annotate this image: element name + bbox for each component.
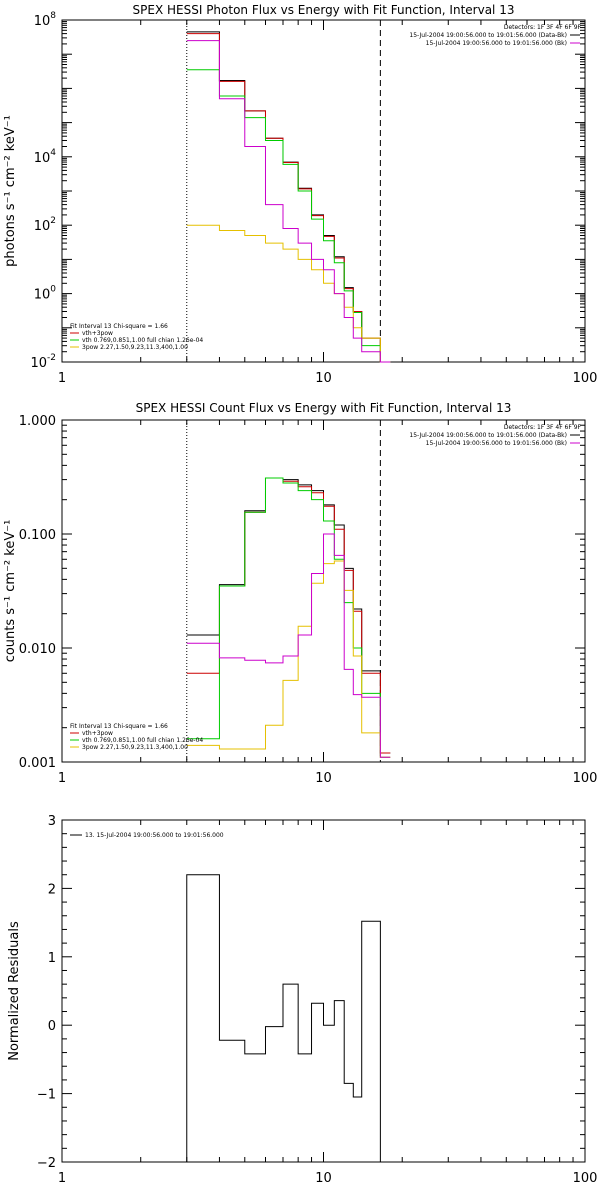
legend-detectors: Detectors: 1F 3F 4F 6F 9F <box>504 24 582 31</box>
legend-fit-interval: Fit Interval 13 Chi-square = 1.66 <box>70 723 168 730</box>
y-tick-base: 10 <box>34 151 51 166</box>
y-tick-label: 100 <box>34 285 57 303</box>
y-tick-label: −2 <box>37 1156 56 1171</box>
chart-title: SPEX HESSI Photon Flux vs Energy with Fi… <box>133 3 515 17</box>
y-axis-label: counts s⁻¹ cm⁻² keV⁻¹ <box>3 520 18 663</box>
series-line-5 <box>186 40 391 363</box>
series-line-1 <box>186 874 381 1162</box>
legend-residuals: 13. 15-Jul-2004 19:00:56.000 to 19:01:56… <box>85 832 224 839</box>
series-line-3 <box>186 69 391 363</box>
y-tick-exponent: 4 <box>50 148 56 158</box>
y-tick-label: 1.000 <box>19 414 56 429</box>
x-tick-label: 1 <box>58 771 66 786</box>
x-tick-label: 10 <box>315 1171 332 1186</box>
y-tick-label: 0 <box>48 1019 56 1034</box>
y-tick-label: −1 <box>37 1088 56 1103</box>
y-axis-label: Normalized Residuals <box>7 921 22 1061</box>
y-tick-exponent: 0 <box>50 285 56 295</box>
y-tick-base: 10 <box>34 288 51 303</box>
x-tick-label: 1 <box>58 371 66 386</box>
x-tick-label: 100 <box>573 1171 598 1186</box>
y-tick-label: 0.010 <box>19 642 56 657</box>
legend-fit-entry-2: vth 0.769,0.851,1.00 full chian 1.26e-04 <box>82 737 203 744</box>
series-line-4 <box>186 560 391 758</box>
y-tick-label: 3 <box>48 814 56 829</box>
legend-fit-entry-1: vth+3pow <box>82 730 113 737</box>
legend-fit-entry-2: vth 0.769,0.851,1.00 full chian 1.26e-04 <box>82 337 203 344</box>
y-tick-label: 2 <box>48 882 56 897</box>
x-tick-label: 10 <box>315 371 332 386</box>
y-tick-label: 108 <box>34 11 57 29</box>
y-tick-label: 1 <box>48 951 56 966</box>
y-tick-label: 0.001 <box>19 756 56 771</box>
y-tick-base: 10 <box>34 219 51 234</box>
legend-fit-entry-3: 3pow 2.27,1.50,9.23,11.3,400,1.00 <box>82 744 188 751</box>
legend-data-bk: 15-Jul-2004 19:00:56.000 to 19:01:56.000… <box>409 432 567 439</box>
x-tick-label: 1 <box>58 1171 66 1186</box>
y-tick-label: 104 <box>34 148 57 166</box>
series-line-4 <box>186 224 391 363</box>
chart-1: SPEX HESSI Photon Flux vs Energy with Fi… <box>3 3 597 386</box>
y-tick-exponent: 2 <box>50 216 56 226</box>
series-line-2 <box>186 33 391 363</box>
chart-2: SPEX HESSI Count Flux vs Energy with Fit… <box>3 401 597 786</box>
x-tick-label: 100 <box>573 771 598 786</box>
y-tick-label: 10-2 <box>30 353 56 371</box>
plot-frame <box>61 19 586 363</box>
plot-frame <box>61 419 586 763</box>
y-tick-exponent: 8 <box>50 11 56 21</box>
legend-bk: 15-Jul-2004 19:00:56.000 to 19:01:56.000… <box>426 40 567 47</box>
y-tick-exponent: -2 <box>47 353 56 363</box>
x-tick-label: 10 <box>315 771 332 786</box>
y-tick-base: 10 <box>30 356 47 371</box>
legend-data-bk: 15-Jul-2004 19:00:56.000 to 19:01:56.000… <box>409 32 567 39</box>
y-tick-base: 10 <box>34 14 51 29</box>
y-tick-label: 0.100 <box>19 528 56 543</box>
chart-title: SPEX HESSI Count Flux vs Energy with Fit… <box>136 401 512 415</box>
legend-fit-interval: Fit Interval 13 Chi-square = 1.66 <box>70 323 168 330</box>
series-line-2 <box>186 477 391 754</box>
series-line-3 <box>186 477 391 758</box>
legend-fit-entry-1: vth+3pow <box>82 330 113 337</box>
series-line-5 <box>186 533 391 758</box>
legend-fit-entry-3: 3pow 2.27,1.50,9.23,11.3,400,1.00 <box>82 344 188 351</box>
legend-bk: 15-Jul-2004 19:00:56.000 to 19:01:56.000… <box>426 440 567 447</box>
plot-frame <box>61 819 586 1163</box>
legend-detectors: Detectors: 1F 3F 4F 6F 9F <box>504 424 582 431</box>
y-tick-label: 102 <box>34 216 56 234</box>
series-line-1 <box>186 477 391 754</box>
y-axis-label: photons s⁻¹ cm⁻² keV⁻¹ <box>3 115 18 267</box>
x-tick-label: 100 <box>573 371 598 386</box>
